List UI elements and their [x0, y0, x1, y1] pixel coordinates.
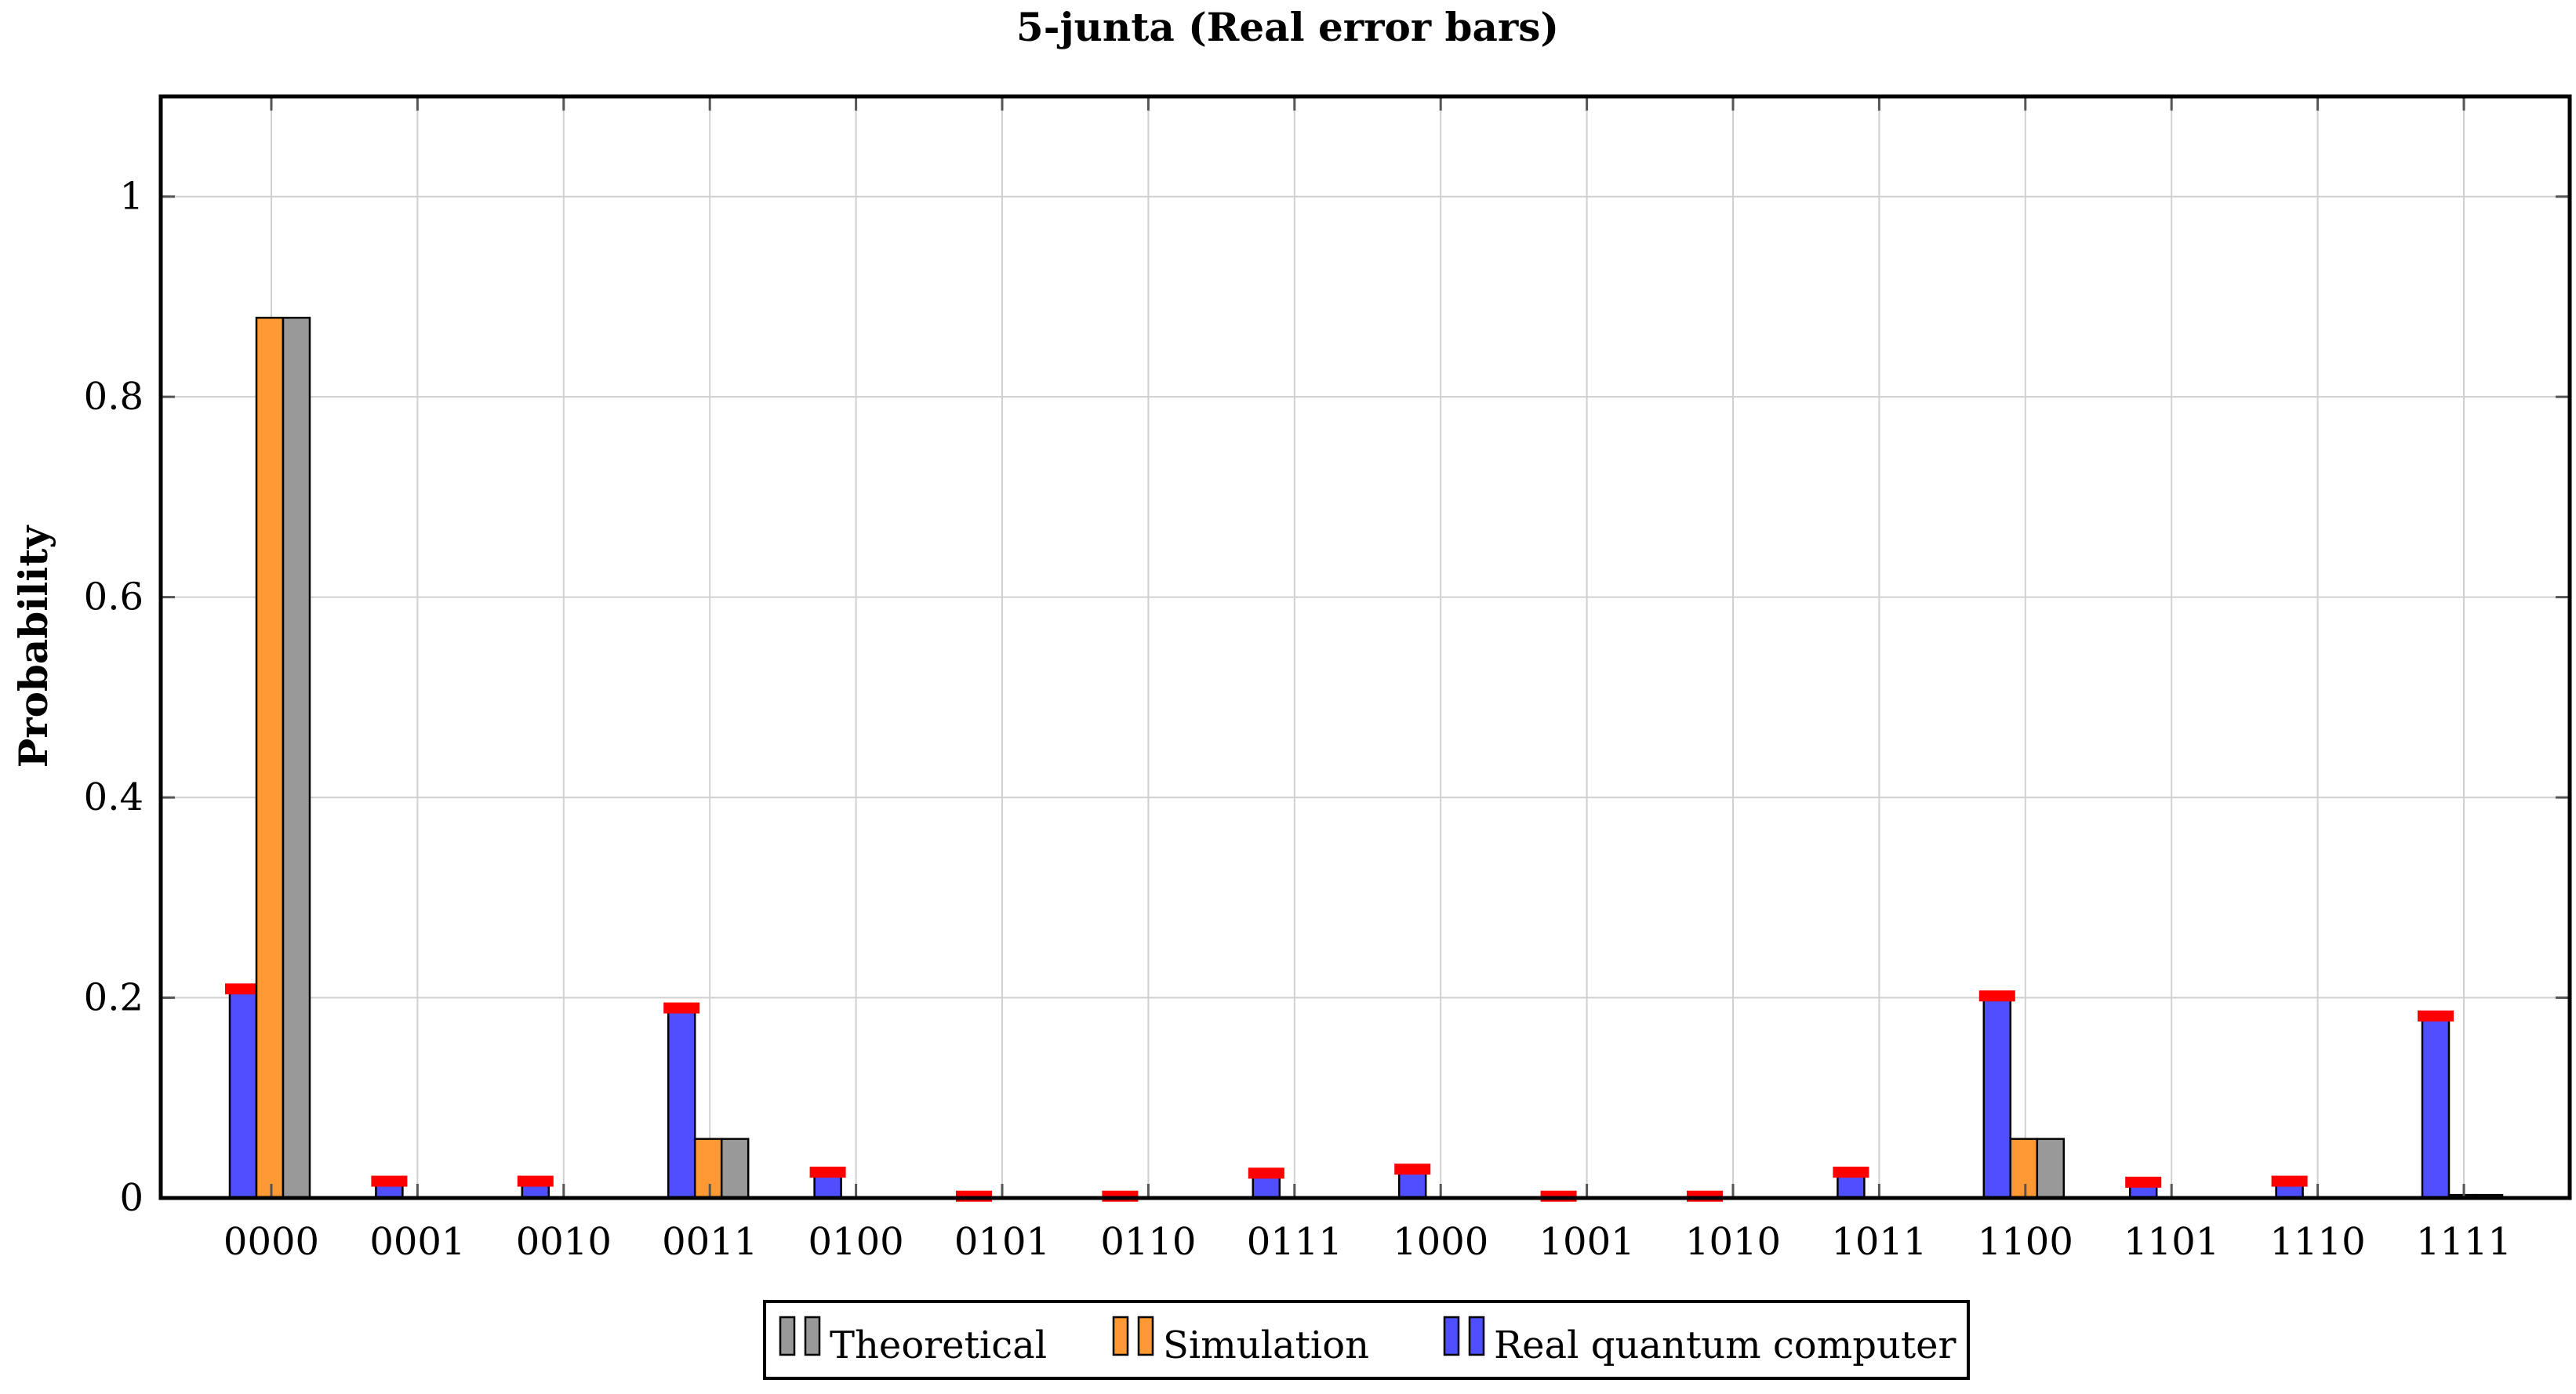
grid	[161, 96, 2570, 1198]
error-bar	[809, 1167, 846, 1178]
x-tick-label: 1110	[2270, 1220, 2366, 1264]
axes	[158, 94, 2572, 1200]
bar-real-quantum-computer	[228, 989, 258, 1200]
error-bar	[2271, 1175, 2308, 1187]
legend-swatch	[1137, 1316, 1154, 1356]
legend-box	[763, 1300, 1970, 1380]
bar-simulation	[2009, 1138, 2039, 1200]
x-tick-label: 0000	[223, 1220, 319, 1264]
error-bar	[1978, 990, 2015, 1002]
error-bar	[371, 1175, 408, 1187]
x-tick-label: 1001	[1539, 1220, 1635, 1264]
bar-theoretical	[2036, 1138, 2066, 1200]
y-axis-label: Probability	[10, 525, 56, 768]
x-tick-label: 0011	[662, 1220, 758, 1264]
legend-label: Real quantum computer	[1494, 1323, 1957, 1367]
x-tick-label: 0100	[808, 1220, 904, 1264]
legend-swatch	[779, 1316, 796, 1356]
x-tick-label: 0110	[1100, 1220, 1196, 1264]
y-tick-label: 1	[119, 175, 144, 219]
error-bar	[2418, 1010, 2454, 1022]
y-tick-label: 0.8	[84, 375, 144, 419]
legend-swatch	[1443, 1316, 1460, 1356]
legend-swatch	[1468, 1316, 1485, 1356]
error-bar	[2125, 1176, 2162, 1188]
x-tick-label: 0111	[1247, 1220, 1342, 1264]
error-bar	[1833, 1167, 1869, 1178]
error-bar	[663, 1002, 700, 1014]
bar-real-quantum-computer	[2421, 1015, 2451, 1200]
bars	[225, 317, 2504, 1202]
y-tick-label: 0.6	[84, 575, 144, 619]
bar-real-quantum-computer	[667, 1007, 696, 1200]
plot-frame	[158, 94, 2572, 1200]
error-bar	[517, 1175, 554, 1187]
x-tick-label: 1101	[2124, 1220, 2219, 1264]
bar-real-quantum-computer	[1982, 996, 2012, 1200]
error-bar	[1394, 1163, 1431, 1175]
legend-label: Theoretical	[830, 1323, 1047, 1367]
x-tick-label: 1100	[1978, 1220, 2073, 1264]
x-tick-label: 0001	[369, 1220, 465, 1264]
legend-swatch	[1112, 1316, 1129, 1356]
legend-swatch	[804, 1316, 821, 1356]
bar-theoretical	[720, 1138, 750, 1200]
error-bar	[1248, 1167, 1284, 1179]
x-tick-label: 1000	[1393, 1220, 1488, 1264]
x-tick-label: 1011	[1831, 1220, 1927, 1264]
chart-title: 5-junta (Real error bars)	[1016, 4, 1559, 50]
legend-label: Simulation	[1163, 1323, 1369, 1367]
x-tick-label: 1010	[1685, 1220, 1781, 1264]
bar-theoretical	[282, 317, 311, 1200]
y-tick-label: 0.4	[84, 775, 144, 819]
legend: Theoretical Simulation Real quantum comput…	[763, 1300, 1970, 1380]
y-tick-label: 0.2	[84, 976, 144, 1020]
bar-simulation	[693, 1138, 723, 1200]
y-tick-label: 0	[119, 1176, 144, 1220]
x-tick-label: 0010	[516, 1220, 612, 1264]
x-tick-label: 1111	[2416, 1220, 2512, 1264]
error-bar	[225, 983, 261, 995]
bar-simulation	[255, 317, 285, 1200]
x-tick-label: 0101	[954, 1220, 1050, 1264]
